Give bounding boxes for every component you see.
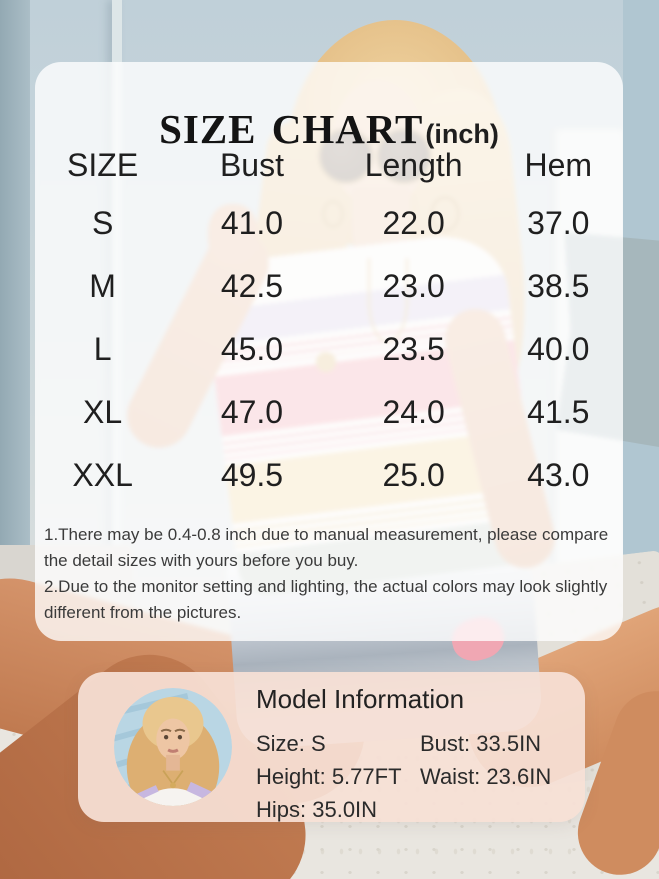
table-cell-length: 24.0 — [382, 394, 445, 430]
model-info-fields: Size: S Bust: 33.5IN Height: 5.77FT Wais… — [256, 727, 575, 826]
table-cell-size: S — [91, 205, 114, 241]
table-cell-length: 23.5 — [382, 331, 445, 367]
table-cell-length: 22.0 — [382, 205, 445, 241]
table-cell-bust: 41.0 — [220, 205, 284, 241]
table-cell-hem: 41.5 — [527, 394, 590, 430]
table-cell-size: XXL — [72, 457, 133, 493]
page-title: SIZE CHART(inch) — [35, 105, 623, 153]
size-table: SIZE Bust Length Hem S 41.0 22.0 37.0 M … — [35, 138, 623, 507]
model-info-title: Model Information — [256, 684, 465, 714]
table-cell-bust: 42.5 — [220, 268, 284, 304]
note-measurement: 1.There may be 0.4-0.8 inch due to manua… — [44, 525, 609, 570]
table-cell-bust: 49.5 — [220, 457, 284, 493]
table-cell-length: 25.0 — [382, 457, 445, 493]
model-info-panel: Model Information Size: S Bust: 33.5IN H… — [78, 672, 585, 822]
table-cell-bust: 45.0 — [220, 331, 284, 367]
table-header-hem: Hem — [524, 146, 593, 183]
measurement-notes: 1.There may be 0.4-0.8 inch due to manua… — [44, 522, 614, 626]
size-chart-unit-label: (inch) — [425, 119, 499, 150]
size-chart-panel: SIZE CHART(inch) SIZE Bust Length Hem S … — [35, 62, 623, 641]
table-cell-hem: 38.5 — [527, 268, 590, 304]
table-header-length: Length — [364, 146, 463, 183]
table-cell-bust: 47.0 — [220, 394, 284, 430]
model-avatar — [114, 688, 232, 806]
table-header-bust: Bust — [219, 146, 284, 183]
table-cell-hem: 40.0 — [527, 331, 590, 367]
table-cell-size: XL — [83, 394, 123, 430]
model-height-field: Height: 5.77FT — [256, 763, 402, 789]
table-cell-size: M — [89, 268, 116, 304]
table-cell-length: 23.0 — [382, 268, 445, 304]
table-cell-hem: 37.0 — [527, 205, 590, 241]
table-cell-hem: 43.0 — [527, 457, 590, 493]
model-waist-field: Waist: 23.6IN — [420, 763, 552, 789]
model-size-field: Size: S — [256, 730, 326, 756]
model-bust-field: Bust: 33.5IN — [420, 730, 542, 756]
model-info-text: Model Information Size: S Bust: 33.5IN H… — [256, 684, 575, 826]
table-cell-size: L — [93, 331, 112, 367]
table-header-size: SIZE — [67, 146, 139, 183]
size-chart-title: SIZE CHART — [159, 106, 424, 153]
model-avatar-image — [114, 688, 232, 806]
model-hips-field: Hips: 35.0IN — [256, 796, 378, 822]
wall-seam — [0, 0, 30, 560]
note-colors: 2.Due to the monitor setting and lightin… — [44, 577, 608, 622]
